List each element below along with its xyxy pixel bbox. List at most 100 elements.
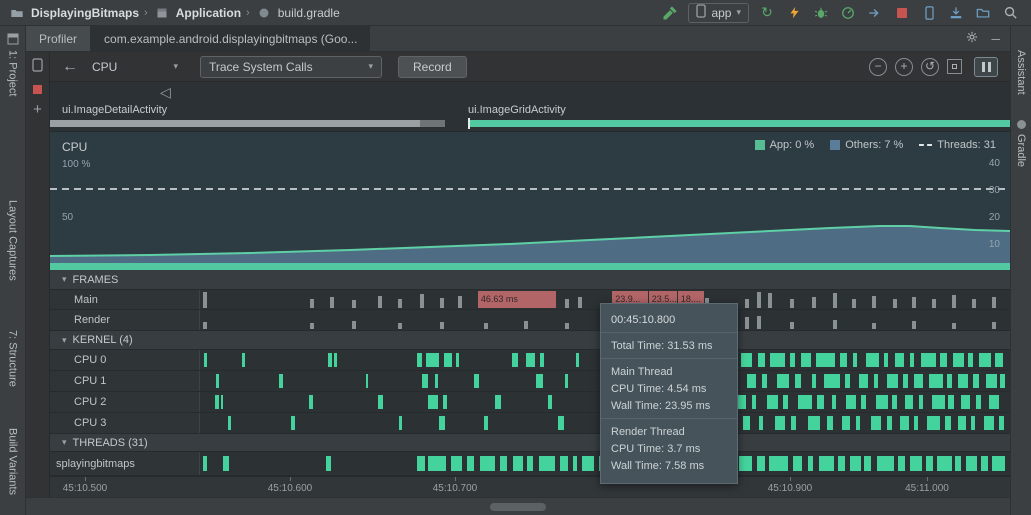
thread-activity-bar [500, 456, 507, 471]
frame-bar [203, 322, 207, 329]
kernel-activity-bar [747, 374, 757, 388]
device-selector[interactable]: app ▾ [688, 3, 749, 23]
thread-activity-bar [992, 456, 1005, 471]
frame-bar [992, 322, 996, 329]
kernel-activity-bar [484, 416, 488, 430]
back-button[interactable]: ← [62, 58, 78, 76]
pause-live-button[interactable] [974, 57, 998, 77]
thread-activity-bar [223, 456, 229, 471]
legend-app: App: 0 % [755, 139, 815, 151]
frame-bar [484, 323, 488, 329]
sidebar-item-gradle[interactable]: Gradle [1011, 120, 1031, 167]
kernel-activity-bar [900, 416, 909, 430]
profile-icon[interactable] [839, 4, 857, 22]
thread-activity-bar [203, 456, 207, 471]
legend-label: Threads: 31 [937, 139, 996, 151]
module-icon [153, 4, 171, 22]
attach-debugger-icon[interactable] [866, 4, 884, 22]
gradle-file-icon [255, 4, 273, 22]
sidebar-item-assistant[interactable]: Assistant [1011, 50, 1031, 95]
tab-profiler[interactable]: Profiler [26, 26, 91, 51]
gear-icon[interactable] [965, 30, 979, 47]
kernel-activity-bar [887, 374, 898, 388]
y-axis-label-100: 100 % [62, 159, 90, 170]
sidebar-item-structure[interactable]: 7: Structure [0, 330, 25, 387]
sdk-manager-icon[interactable] [947, 4, 965, 22]
breadcrumb-project[interactable]: DisplayingBitmaps [31, 6, 139, 20]
kernel-activity-bar [444, 353, 452, 367]
kernel-activity-bar [816, 353, 835, 367]
scrollbar-thumb[interactable] [490, 503, 546, 511]
time-axis-label: 45:10.600 [268, 483, 313, 494]
frame-bar [578, 297, 582, 308]
stop-icon[interactable] [893, 4, 911, 22]
kernel-section-header[interactable]: ▾ KERNEL (4) [50, 331, 1010, 350]
profiler-content: ◁ ui.ImageDetailActivity ui.ImageGridAct… [50, 82, 1010, 497]
minimize-icon[interactable]: ─ [991, 32, 1000, 46]
avd-manager-icon[interactable] [920, 4, 938, 22]
frame-bar [745, 299, 749, 308]
search-icon[interactable] [1001, 4, 1019, 22]
kernel-activity-bar [903, 374, 908, 388]
apply-changes-icon[interactable] [785, 4, 803, 22]
zoom-to-selection-button[interactable] [947, 59, 962, 74]
frames-section-header[interactable]: ▾ FRAMES [50, 270, 1010, 290]
kernel-activity-bar [548, 395, 552, 409]
tab-profiler-session[interactable]: com.example.android.displayingbitmaps (G… [91, 26, 370, 51]
build-icon[interactable] [661, 4, 679, 22]
kernel-activity-bar [989, 395, 1000, 409]
legend-others: Others: 7 % [830, 139, 903, 151]
sidebar-item-project[interactable]: 1: Project [0, 33, 25, 96]
frame-bar [310, 299, 314, 308]
thread-activity-bar [480, 456, 495, 471]
recording-indicator-icon[interactable] [33, 85, 42, 94]
breadcrumb-module[interactable]: Application [176, 6, 241, 20]
kernel-activity-bar [958, 374, 968, 388]
kernel-activity-bar [910, 353, 914, 367]
frame-bar [812, 297, 816, 308]
cpu-usage-chart[interactable]: CPU 100 % 50 40 30 20 10 App: 0 % Others… [50, 132, 1010, 270]
profiler-type-select[interactable]: CPU ▾ [92, 60, 178, 74]
device-file-explorer-icon[interactable] [974, 4, 992, 22]
kernel-activity-bar [945, 416, 951, 430]
kernel-activity-bar [443, 395, 447, 409]
kernel-section-title: KERNEL (4) [73, 334, 133, 346]
janky-frame-bar[interactable]: 46.63 ms [478, 291, 556, 308]
editor-tabbar: Profiler com.example.android.displayingb… [26, 26, 1010, 52]
thread-activity-bar [937, 456, 952, 471]
sidebar-item-build-variants[interactable]: Build Variants [0, 428, 25, 495]
frame-bar [932, 299, 936, 308]
trace-mode-select[interactable]: Trace System Calls ▾ [200, 56, 382, 78]
frame-bar [440, 298, 444, 308]
thread-activity-bar [757, 456, 764, 471]
legend-threads: Threads: 31 [919, 139, 996, 151]
breadcrumb-file[interactable]: build.gradle [278, 6, 340, 20]
kernel-cpu0-label: CPU 0 [50, 350, 200, 370]
activity-bar-detail[interactable] [50, 120, 445, 127]
thread-activity-bar [966, 456, 977, 471]
rerun-icon[interactable]: ↻ [758, 4, 776, 22]
zoom-in-button[interactable]: + [895, 58, 913, 76]
zoom-out-button[interactable]: − [869, 58, 887, 76]
kernel-activity-bar [439, 416, 445, 430]
y-axis-right-20: 20 [989, 212, 1000, 223]
thre ads-section-header[interactable]: ▾ THREADS (31) [50, 434, 1010, 452]
debug-icon[interactable] [812, 4, 830, 22]
kernel-activity-bar [279, 374, 283, 388]
kernel-activity-bar [540, 353, 544, 367]
record-button[interactable]: Record [398, 56, 467, 78]
sidebar-item-layout-captures[interactable]: Layout Captures [0, 200, 25, 281]
kernel-activity-bar [846, 395, 856, 409]
session-device-icon[interactable] [32, 58, 43, 75]
activity-bar-grid[interactable] [468, 120, 1010, 127]
reset-zoom-button[interactable]: ↺ [921, 58, 939, 76]
kernel-activity-bar [927, 416, 940, 430]
kernel-activity-bar [417, 353, 422, 367]
gradle-icon [1017, 120, 1026, 129]
kernel-activity-bar [795, 374, 801, 388]
kernel-activity-bar [790, 353, 796, 367]
breadcrumb: DisplayingBitmaps › Application › build.… [8, 4, 340, 22]
tooltip-main-wall-time: Wall Time: 23.95 ms [611, 397, 727, 414]
thread-activity-bar [877, 456, 894, 471]
add-session-button[interactable]: + [33, 104, 42, 116]
